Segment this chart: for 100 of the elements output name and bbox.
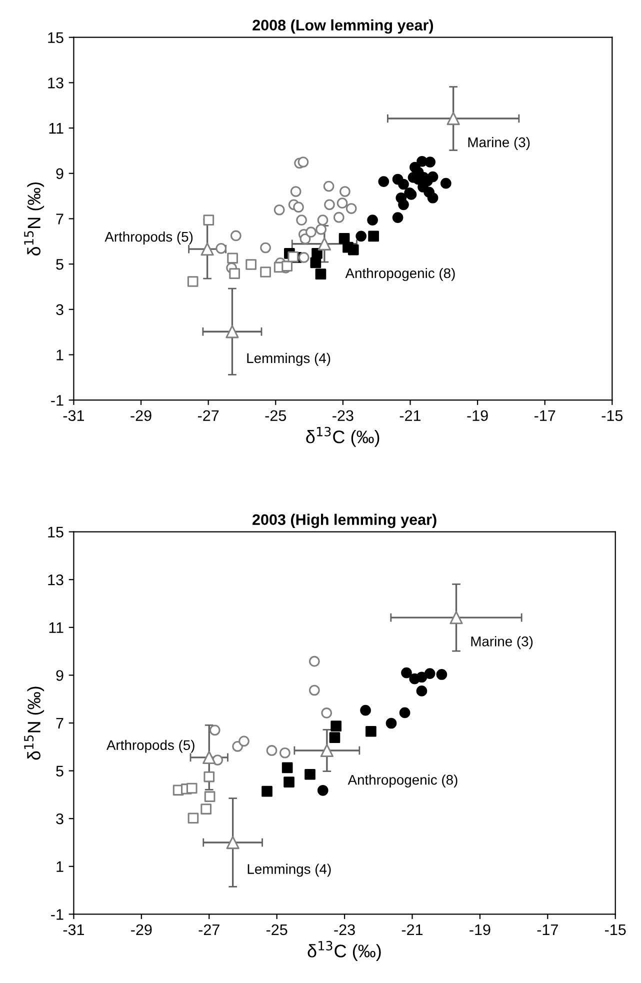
point <box>284 776 294 788</box>
point <box>227 252 238 264</box>
point <box>399 707 410 718</box>
point <box>216 242 227 254</box>
point <box>315 268 326 280</box>
x-tick-label: -29 <box>130 410 152 422</box>
point <box>202 750 216 764</box>
point <box>262 786 272 797</box>
x-tick-label: -15 <box>602 410 623 422</box>
annotation: Arthropods (5) <box>104 232 193 244</box>
point <box>203 214 214 226</box>
annotation: Lemmings (4) <box>247 352 330 366</box>
point <box>200 242 214 256</box>
y-tick-label: 15 <box>48 526 64 538</box>
x-tick-label: -17 <box>534 410 556 421</box>
point <box>318 237 331 250</box>
x-tick-label: -19 <box>467 410 488 422</box>
annotation: Anthropogenic (8) <box>345 268 455 281</box>
point <box>378 176 390 187</box>
y-tick-label: 9 <box>56 670 64 681</box>
annotation: Arthropods (5) <box>106 740 194 753</box>
point <box>329 732 340 743</box>
point <box>310 257 322 268</box>
point <box>293 202 304 213</box>
point <box>298 156 309 168</box>
y-tick-label: 7 <box>56 214 64 224</box>
x-tick-label: -25 <box>266 924 288 936</box>
point <box>398 199 409 210</box>
x-tick-label: -19 <box>470 924 490 936</box>
point <box>320 744 334 758</box>
y-tick-label: 3 <box>56 813 64 824</box>
x-axis-title: δ$^{13}$C (‰) <box>306 426 380 447</box>
point <box>398 178 409 190</box>
point <box>446 112 460 126</box>
x-tick-label: -29 <box>131 924 152 936</box>
point <box>229 268 240 280</box>
annotation: Marine (3) <box>468 137 530 150</box>
point <box>246 259 256 270</box>
point <box>356 230 367 242</box>
x-tick-label: -31 <box>63 924 84 936</box>
annotation: Anthropogenic (8) <box>348 774 458 788</box>
point <box>368 230 379 242</box>
chart-title: 2008 (Low lemming year) <box>252 19 434 34</box>
point <box>416 672 428 683</box>
y-tick-label: 9 <box>56 168 64 180</box>
x-tick-label: -21 <box>402 924 423 935</box>
y-tick-label: 7 <box>56 718 64 729</box>
y-tick-label: -1 <box>51 909 64 920</box>
x-tick-label: -15 <box>605 924 626 936</box>
x-tick-label: -31 <box>63 410 84 422</box>
point <box>288 251 299 262</box>
annotation: Lemmings (4) <box>248 864 331 877</box>
point <box>260 266 271 278</box>
x-tick-label: -25 <box>265 410 286 422</box>
point <box>424 668 436 679</box>
point <box>204 771 215 782</box>
y-tick-label: 5 <box>56 259 64 270</box>
y-axis-title: δ$^{15}$N (‰) <box>24 182 44 256</box>
point <box>348 244 359 256</box>
point <box>440 178 452 189</box>
y-tick-label: 11 <box>49 123 64 134</box>
x-tick-label: -23 <box>334 924 355 936</box>
y-tick-label: 3 <box>56 304 64 316</box>
point <box>366 726 376 737</box>
point <box>317 784 328 796</box>
annotation: Marine (3) <box>471 636 533 650</box>
point <box>226 836 240 850</box>
point <box>304 768 316 780</box>
point <box>416 686 428 696</box>
point <box>186 782 198 794</box>
x-tick-label: -27 <box>198 410 219 421</box>
point <box>450 611 463 624</box>
point <box>226 325 239 338</box>
y-tick-label: 5 <box>56 766 64 776</box>
x-tick-label: -23 <box>332 410 354 422</box>
y-tick-label: 11 <box>49 622 64 633</box>
point <box>187 276 198 287</box>
point <box>330 720 342 732</box>
point <box>427 192 438 204</box>
y-tick-label: 1 <box>56 350 64 360</box>
point <box>436 669 448 680</box>
point <box>204 791 216 802</box>
point <box>386 718 397 729</box>
point <box>424 156 436 168</box>
y-tick-label: 1 <box>56 861 64 872</box>
point <box>367 214 378 226</box>
point <box>282 762 293 774</box>
x-tick-label: -17 <box>537 924 558 935</box>
y-tick-label: 15 <box>48 32 64 44</box>
point <box>188 812 199 824</box>
x-tick-label: -27 <box>198 924 220 935</box>
x-tick-label: -21 <box>400 410 421 421</box>
point <box>392 212 404 224</box>
y-tick-label: 13 <box>48 78 64 88</box>
chart-title: 2003 (High lemming year) <box>252 514 436 528</box>
point <box>298 252 310 263</box>
y-tick-label: 13 <box>48 574 64 586</box>
y-tick-label: -1 <box>51 395 64 406</box>
point <box>360 704 371 716</box>
x-axis-title: δ$^{13}$C (‰) <box>308 940 381 961</box>
